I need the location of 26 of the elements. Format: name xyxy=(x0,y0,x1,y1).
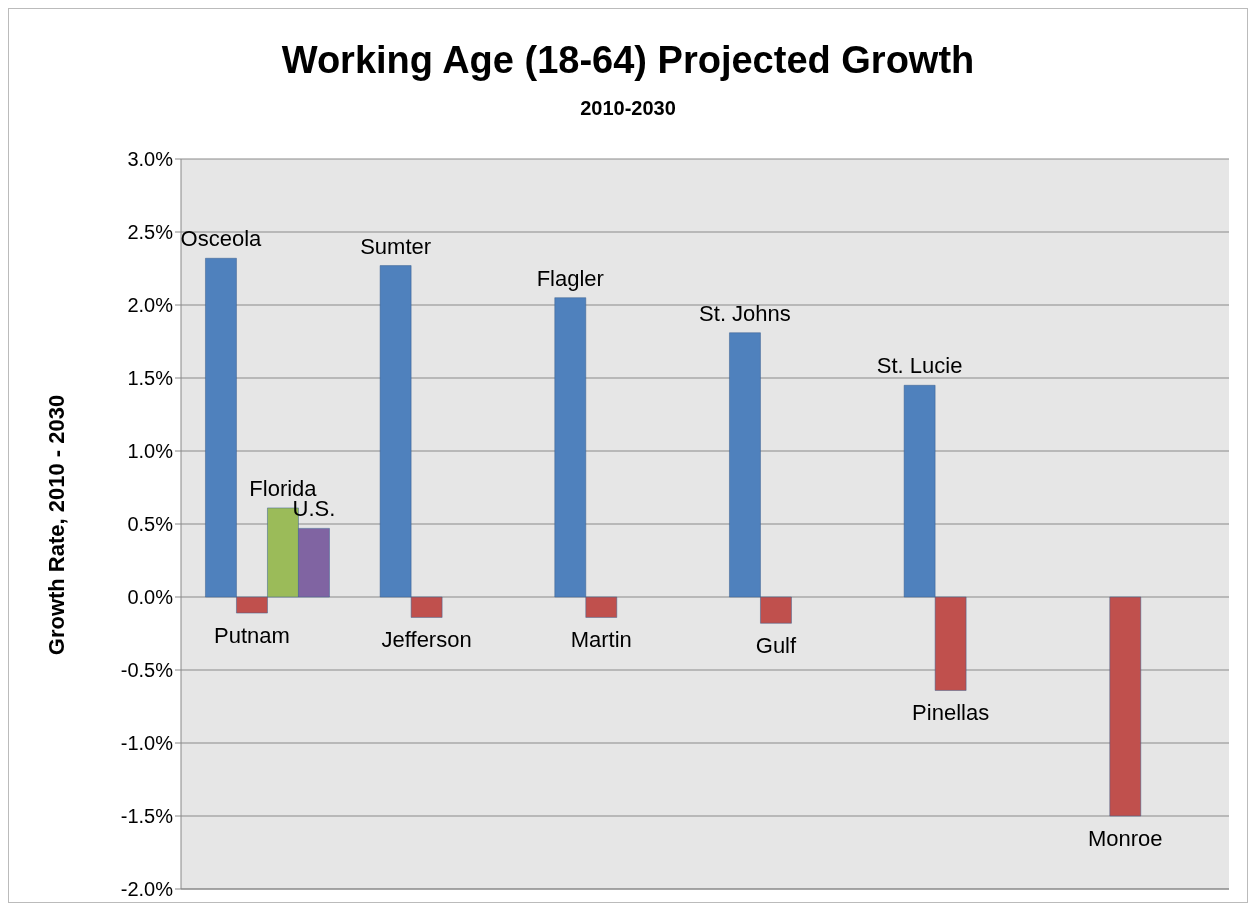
data-label: St. Johns xyxy=(699,300,791,326)
y-tick-label: 3.0% xyxy=(127,148,174,171)
data-label: Gulf xyxy=(755,633,798,659)
bar xyxy=(1109,596,1142,817)
data-label: Putnam xyxy=(214,623,290,649)
y-tick-label: -0.5% xyxy=(120,659,174,682)
data-label: Pinellas xyxy=(912,700,990,726)
data-label: Martin xyxy=(570,627,632,653)
chart-subtitle: 2010-2030 xyxy=(579,97,677,120)
y-tick-label: 1.5% xyxy=(127,367,174,390)
y-tick-label: 0.5% xyxy=(127,513,174,536)
y-tick-label: -2.0% xyxy=(120,878,174,901)
y-axis-title: Growth Rate, 2010 - 2030 xyxy=(44,394,70,656)
data-label: Flagler xyxy=(536,265,604,291)
data-label: Osceola xyxy=(180,226,263,252)
y-tick-label: -1.0% xyxy=(120,732,174,755)
y-tick-label: 2.5% xyxy=(127,221,174,244)
y-tick-label: -1.5% xyxy=(120,805,174,828)
data-label: St. Lucie xyxy=(876,353,963,379)
chart-title: Working Age (18-64) Projected Growth xyxy=(280,39,976,82)
data-label: Sumter xyxy=(360,233,432,259)
y-tick-label: 0.0% xyxy=(127,586,174,609)
y-tick-label: 1.0% xyxy=(127,440,174,463)
data-label: Monroe xyxy=(1087,826,1163,851)
data-label: Jefferson xyxy=(381,627,472,653)
y-tick-label: 2.0% xyxy=(127,294,174,317)
